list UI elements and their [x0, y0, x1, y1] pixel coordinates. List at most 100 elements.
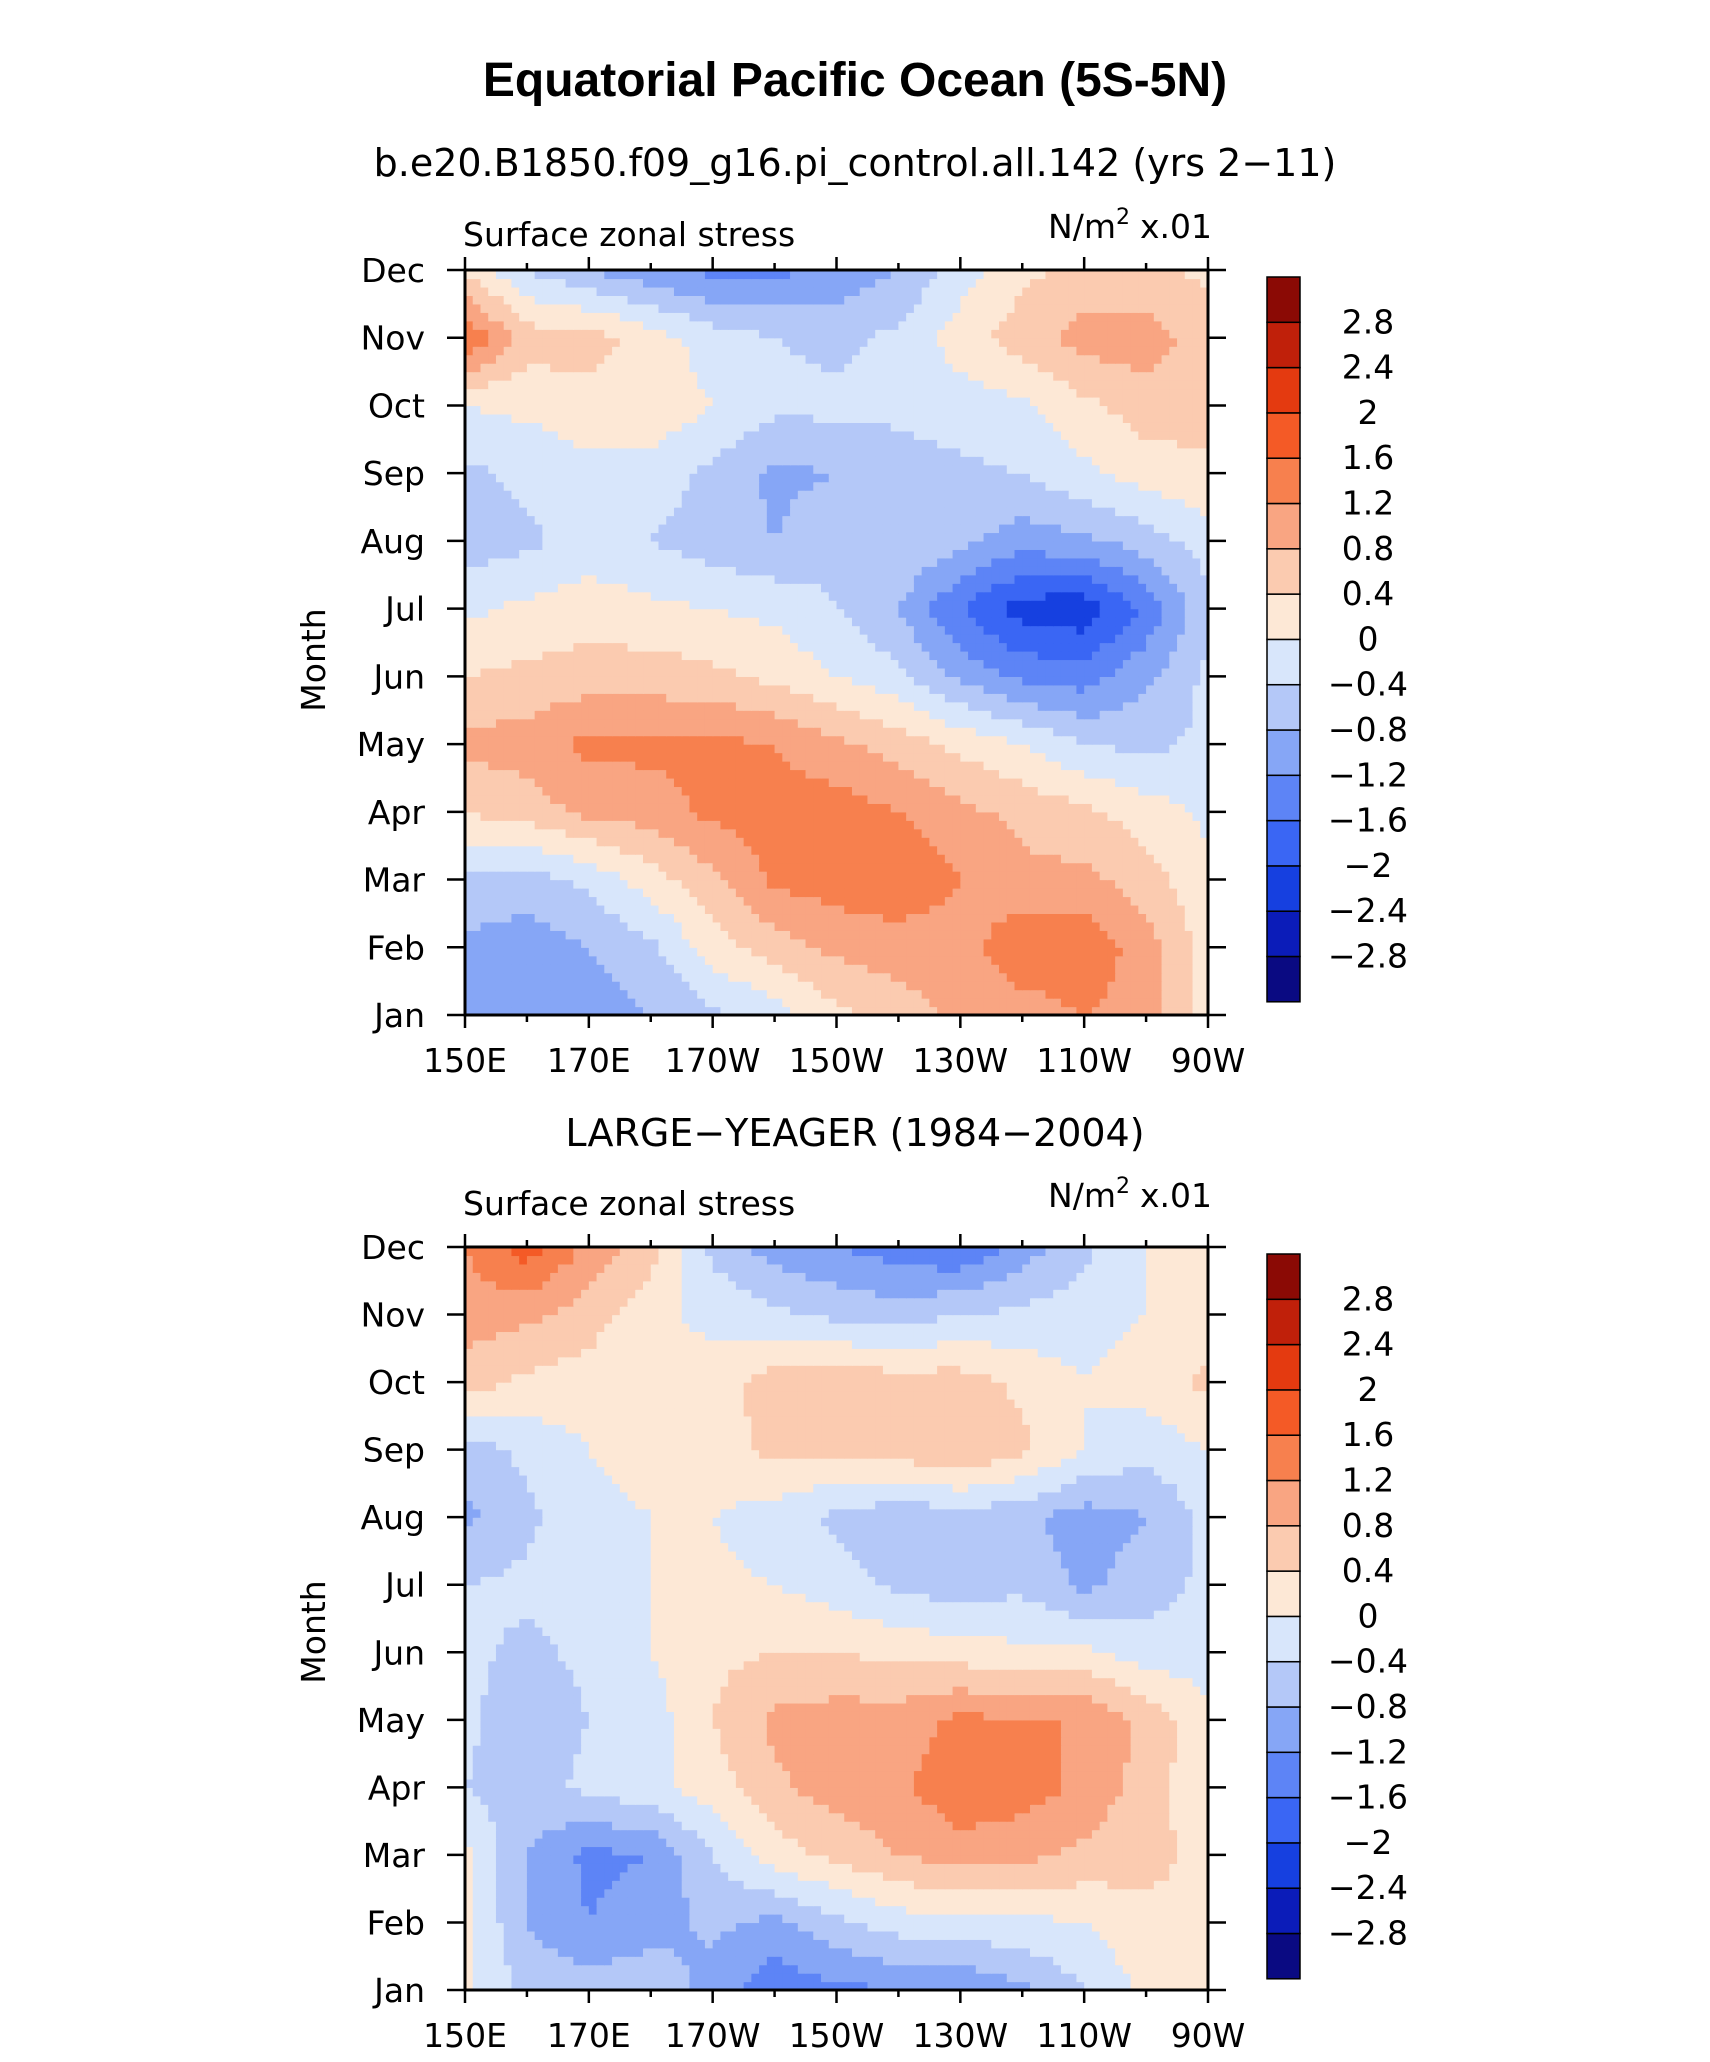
heatmap-cell: [519, 625, 528, 635]
heatmap-cell: [867, 761, 876, 771]
heatmap-cell: [627, 989, 636, 999]
heatmap-cell: [643, 642, 652, 652]
heatmap-cell: [1153, 972, 1163, 982]
heatmap-cell: [1014, 921, 1023, 931]
heatmap-cell: [666, 701, 675, 711]
heatmap-cell: [743, 667, 752, 677]
heatmap-cell: [859, 1006, 869, 1016]
heatmap-cell: [1053, 735, 1062, 745]
heatmap-cell: [619, 989, 629, 999]
heatmap-cell: [1091, 913, 1101, 923]
heatmap-cell: [1053, 650, 1062, 661]
heatmap-cell: [712, 735, 722, 745]
heatmap-cell: [465, 744, 474, 754]
heatmap-cell: [643, 794, 652, 804]
heatmap-cell: [751, 752, 760, 762]
heatmap-cell: [1130, 930, 1139, 940]
heatmap-cell: [1037, 744, 1047, 754]
heatmap-cell: [712, 964, 722, 974]
heatmap-cell: [813, 921, 822, 931]
heatmap-cell: [921, 583, 930, 593]
heatmap-cell: [550, 955, 559, 965]
heatmap-cell: [1115, 600, 1124, 610]
heatmap-cell: [1037, 727, 1047, 737]
heatmap-cell: [821, 676, 830, 686]
heatmap-cell: [1184, 642, 1194, 652]
heatmap-cell: [681, 803, 691, 813]
heatmap-cell: [890, 947, 900, 957]
heatmap-cell: [844, 591, 853, 601]
heatmap-cell: [735, 769, 745, 779]
heatmap-cell: [836, 1006, 845, 1016]
heatmap-cell: [472, 930, 482, 940]
heatmap-cell: [952, 947, 961, 957]
heatmap-cell: [1022, 871, 1031, 881]
heatmap-cell: [944, 650, 954, 661]
heatmap-cell: [983, 777, 992, 788]
heatmap-cell: [712, 904, 722, 915]
heatmap-cell: [1045, 921, 1054, 931]
heatmap-cell: [836, 964, 845, 974]
heatmap-cell: [999, 608, 1008, 618]
heatmap-cell: [1099, 693, 1108, 703]
heatmap-cell: [519, 837, 528, 847]
heatmap-cell: [1029, 676, 1039, 686]
heatmap-cell: [968, 837, 977, 847]
heatmap-cell: [1076, 718, 1085, 728]
heatmap-cell: [867, 693, 876, 703]
heatmap-cell: [681, 693, 691, 703]
heatmap-cell: [573, 871, 582, 881]
heatmap-cell: [643, 735, 652, 745]
heatmap-cell: [743, 998, 752, 1008]
heatmap-cell: [480, 896, 489, 906]
heatmap-cell: [875, 735, 884, 745]
heatmap-cell: [480, 904, 489, 915]
heatmap-cell: [1006, 955, 1016, 965]
heatmap-cell: [604, 913, 613, 923]
heatmap-cell: [1022, 921, 1031, 931]
heatmap-cell: [1169, 744, 1178, 754]
heatmap-cell: [797, 625, 807, 635]
heatmap-cell: [975, 574, 985, 584]
heatmap-cell: [1091, 625, 1101, 635]
heatmap-cell: [1076, 701, 1085, 711]
heatmap-cell: [1029, 904, 1039, 915]
heatmap-cell: [952, 769, 961, 779]
heatmap-cell: [1053, 701, 1062, 711]
heatmap-cell: [488, 871, 497, 881]
heatmap-cell: [968, 650, 977, 661]
heatmap-cell: [1014, 617, 1023, 627]
heatmap-cell: [797, 591, 807, 601]
heatmap-cell: [875, 591, 884, 601]
heatmap-cell: [836, 981, 845, 991]
heatmap-cell: [650, 896, 660, 906]
heatmap-cell: [596, 862, 605, 872]
heatmap-cell: [635, 828, 644, 838]
heatmap-cell: [968, 718, 977, 728]
heatmap-cell: [805, 642, 814, 652]
heatmap-cell: [1184, 964, 1194, 974]
heatmap-cell: [944, 761, 954, 771]
heatmap-cell: [588, 676, 598, 686]
heatmap-cell: [526, 921, 536, 931]
heatmap-cell: [867, 862, 876, 872]
heatmap-cell: [550, 888, 559, 898]
heatmap-cell: [859, 904, 869, 915]
heatmap-cell: [813, 964, 822, 974]
heatmap-cell: [720, 845, 729, 855]
heatmap-cell: [821, 803, 830, 813]
heatmap-cell: [960, 650, 969, 661]
heatmap-cell: [565, 718, 574, 728]
heatmap-cell: [1060, 947, 1070, 957]
heatmap-cell: [1037, 947, 1047, 957]
heatmap-cell: [983, 862, 992, 872]
heatmap-cell: [898, 972, 907, 982]
heatmap-cell: [643, 693, 652, 703]
heatmap-cell: [495, 769, 505, 779]
heatmap-cell: [697, 955, 706, 965]
heatmap-cell: [588, 735, 598, 745]
heatmap-cell: [944, 744, 954, 754]
heatmap-cell: [875, 794, 884, 804]
heatmap-cell: [759, 981, 768, 991]
heatmap-cell: [1099, 811, 1108, 821]
